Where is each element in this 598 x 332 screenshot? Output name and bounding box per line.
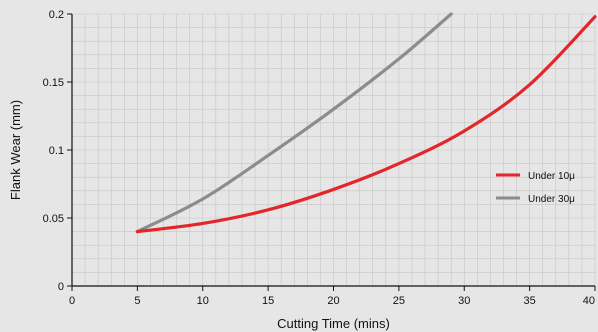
x-tick-label: 30	[458, 295, 470, 307]
x-tick-label: 10	[197, 295, 209, 307]
series-layer	[135, 12, 597, 234]
series-line-under-30	[135, 12, 453, 234]
series-line-under-10	[135, 15, 597, 234]
x-axis-label: Cutting Time (mins)	[277, 316, 390, 331]
y-tick-label: 0.05	[43, 213, 64, 225]
x-tick-label: 40	[583, 295, 595, 307]
y-tick-label: 0.2	[49, 9, 64, 21]
legend: Under 10μ Under 30μ	[496, 171, 575, 205]
y-tick-label: 0.15	[43, 77, 64, 89]
x-ticks: 0 5 10 15 20 25 30 35 40	[69, 286, 596, 307]
grid	[71, 13, 596, 287]
x-tick-label: 35	[524, 295, 536, 307]
legend-label: Under 10μ	[528, 171, 575, 182]
y-tick-label: 0	[58, 281, 64, 293]
x-tick-label: 20	[327, 295, 339, 307]
legend-label: Under 30μ	[528, 194, 575, 205]
y-tick-label: 0.1	[49, 145, 64, 157]
x-tick-label: 15	[262, 295, 274, 307]
x-tick-label: 25	[393, 295, 405, 307]
x-tick-label: 0	[69, 295, 75, 307]
y-axis-label: Flank Wear (mm)	[8, 100, 23, 200]
y-ticks: 0 0.05 0.1 0.15 0.2	[43, 9, 72, 293]
x-tick-label: 5	[134, 295, 140, 307]
